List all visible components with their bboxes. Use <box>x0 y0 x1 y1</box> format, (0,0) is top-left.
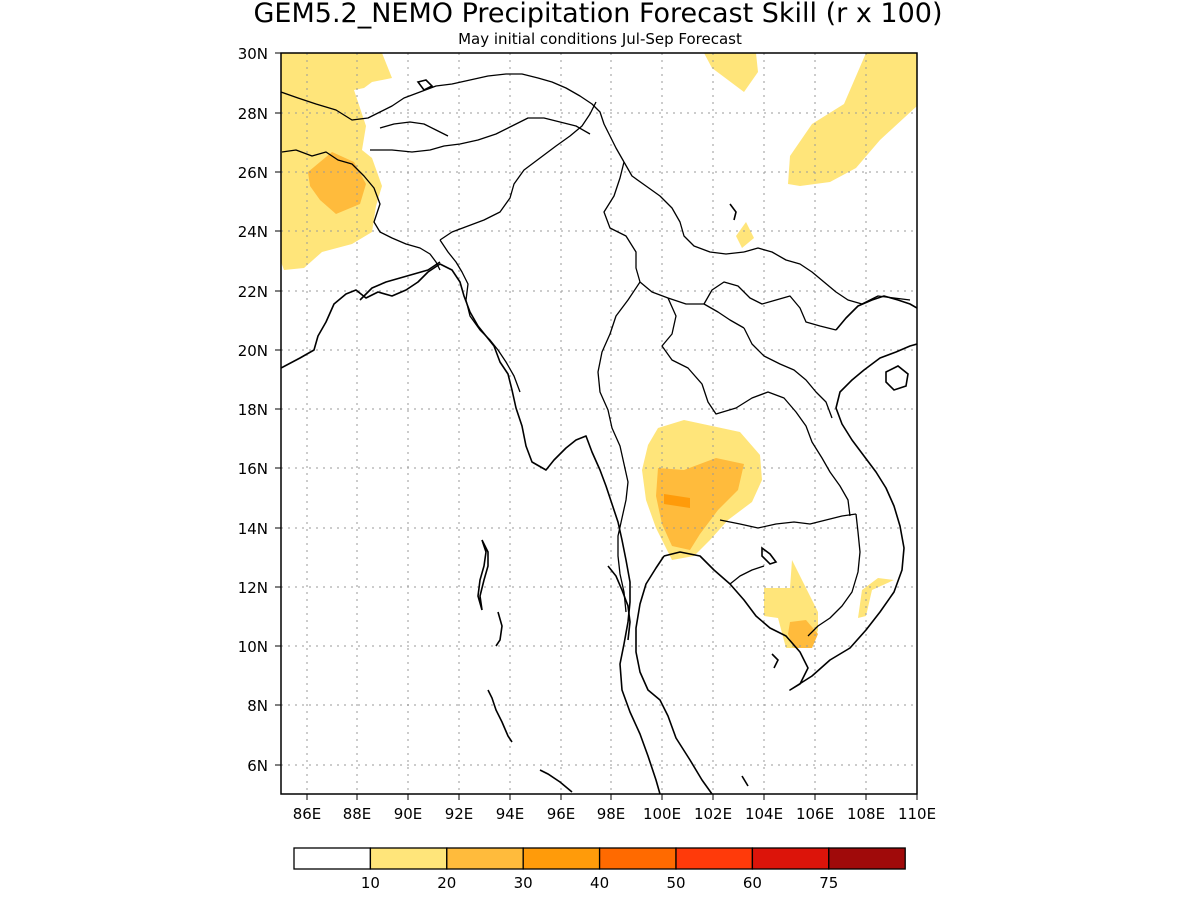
map-frame <box>280 52 918 795</box>
shade-thailand-core <box>656 458 744 550</box>
lon-tick-label: 94E <box>496 805 525 823</box>
border-china-west <box>623 161 745 255</box>
tonle-sap-lake <box>761 546 778 565</box>
lon-tick-label: 90E <box>394 805 423 823</box>
border-china-vietnam-north <box>743 247 911 305</box>
shade-thailand-peak <box>664 494 690 508</box>
border-myanmar-thailand <box>597 281 641 613</box>
small-island-2 <box>729 203 737 221</box>
border-nepal-china <box>281 73 625 163</box>
lon-tick-label: 104E <box>745 805 783 823</box>
shade-bangladesh-core <box>308 152 366 214</box>
legend-label: 75 <box>819 874 838 892</box>
coastline-india-bangladesh <box>281 263 661 794</box>
lat-tick-label: 14N <box>238 520 268 538</box>
border-myanmar-india-north <box>439 101 597 241</box>
legend-swatch <box>828 847 906 870</box>
lat-tick-label: 10N <box>238 638 268 656</box>
lat-tick-label: 28N <box>238 105 268 123</box>
map-title: GEM5.2_NEMO Precipitation Forecast Skill… <box>254 0 943 29</box>
color-legend: 10 20 30 40 50 60 75 <box>293 847 906 892</box>
andaman-islands <box>477 539 489 611</box>
small-island-4 <box>539 769 573 793</box>
border-thailand-laos <box>661 297 851 517</box>
border-myanmar-china <box>603 161 745 329</box>
skill-shading-30-40 <box>664 494 690 508</box>
latitude-axis: 30N 28N 26N 24N 22N 20N 18N 16N 14N 12N … <box>238 45 281 775</box>
lon-tick-label: 96E <box>547 805 576 823</box>
small-island-1 <box>416 79 434 92</box>
andaman-south <box>495 611 503 647</box>
lon-tick-label: 88E <box>343 805 372 823</box>
lat-tick-label: 8N <box>247 697 268 715</box>
legend-swatch <box>751 847 830 870</box>
lon-tick-label: 92E <box>445 805 474 823</box>
legend-label: 10 <box>361 874 380 892</box>
border-cambodia-vietnam <box>807 513 861 637</box>
lat-tick-label: 20N <box>238 342 268 360</box>
legend-label: 30 <box>514 874 533 892</box>
coastline-north-vietnam <box>835 295 917 331</box>
nicobar-islands <box>487 689 513 743</box>
coastline-gulf-of-thailand <box>635 555 713 794</box>
lat-tick-label: 24N <box>238 223 268 241</box>
legend-label: 60 <box>743 874 762 892</box>
mergui-archipelago <box>607 565 631 641</box>
legend-swatch <box>522 847 601 870</box>
legend-swatch <box>446 847 524 870</box>
small-island-3 <box>741 775 749 787</box>
lat-tick-label: 12N <box>238 579 268 597</box>
map-subtitle: May initial conditions Jul-Sep Forecast <box>458 30 742 48</box>
border-cambodia-south <box>729 565 765 585</box>
phu-quoc <box>771 653 779 669</box>
lon-tick-label: 98E <box>597 805 626 823</box>
border-india-myanmar <box>439 239 521 393</box>
border-bhutan <box>379 121 449 137</box>
islands <box>416 79 909 793</box>
hainan-fragment <box>885 365 909 391</box>
border-assam <box>370 117 591 153</box>
lon-tick-label: 100E <box>643 805 681 823</box>
legend-swatch <box>369 847 448 870</box>
lat-tick-label: 18N <box>238 401 268 419</box>
lat-tick-label: 6N <box>247 757 268 775</box>
shade-north-edge <box>704 53 758 92</box>
legend-label: 50 <box>666 874 685 892</box>
lat-lon-grid <box>281 53 917 794</box>
lat-tick-label: 16N <box>238 460 268 478</box>
coastline-cambodia-vietnam <box>663 343 917 691</box>
legend-label: 40 <box>590 874 609 892</box>
border-india-bangladesh <box>281 149 441 271</box>
lat-tick-label: 22N <box>238 283 268 301</box>
lon-tick-label: 108E <box>847 805 885 823</box>
lon-tick-label: 102E <box>694 805 732 823</box>
border-laos-china <box>703 281 837 331</box>
lat-tick-label: 26N <box>238 164 268 182</box>
coastline-bangladesh-delta <box>359 261 441 301</box>
legend-swatch <box>675 847 754 870</box>
border-laos-vietnam <box>743 327 833 419</box>
skill-shading-20-30 <box>308 152 818 648</box>
shade-delta-core <box>788 620 818 648</box>
country-borders <box>281 73 911 637</box>
shade-yunnan-spot <box>736 222 754 248</box>
longitude-axis: 86E 88E 90E 92E 94E 96E 98E 100E 102E 10… <box>293 794 936 823</box>
border-thailand-cambodia <box>719 513 857 529</box>
shade-south-vietnam-coast <box>858 578 894 618</box>
shade-south-china <box>788 53 917 186</box>
legend-label: 20 <box>437 874 456 892</box>
lat-tick-label: 30N <box>238 45 268 63</box>
legend-swatch <box>598 847 677 870</box>
lon-tick-label: 86E <box>293 805 322 823</box>
legend-swatch <box>293 847 372 870</box>
coastlines <box>281 261 917 794</box>
lon-tick-label: 106E <box>796 805 834 823</box>
lon-tick-label: 110E <box>898 805 936 823</box>
map-plot-area <box>281 53 917 794</box>
